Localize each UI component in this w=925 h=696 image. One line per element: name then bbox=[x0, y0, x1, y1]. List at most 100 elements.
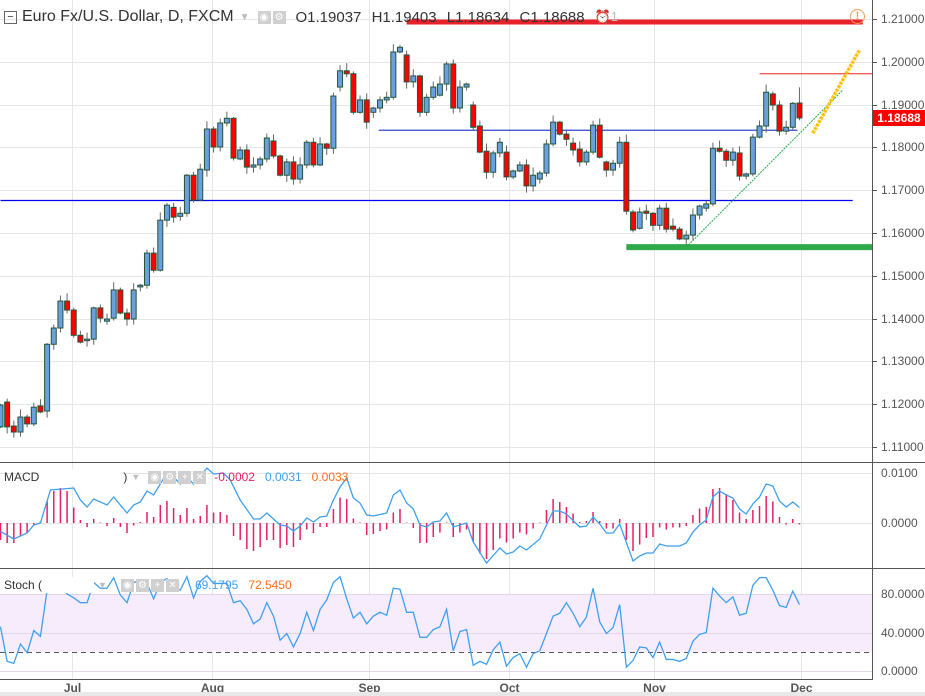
bottom-scrollbar[interactable] bbox=[0, 692, 925, 696]
candle-up bbox=[130, 289, 137, 320]
candle-down bbox=[170, 206, 177, 218]
candle-up bbox=[183, 174, 190, 214]
time-tick-label: Jul bbox=[63, 681, 82, 695]
candles bbox=[0, 44, 803, 438]
gear-icon[interactable]: ⚙ bbox=[163, 470, 177, 484]
time-tick-label: Sep bbox=[358, 681, 381, 695]
candle-up bbox=[237, 149, 244, 160]
candle-down bbox=[117, 289, 124, 314]
candle-up bbox=[137, 284, 144, 288]
dropdown-icon[interactable]: ▼ bbox=[239, 11, 250, 23]
price-tick-label: 1.12000 bbox=[881, 396, 925, 411]
candle-down bbox=[523, 164, 530, 187]
last-price-tag: 1.18688 bbox=[873, 110, 925, 126]
macd-line-value: 0.0031 bbox=[264, 470, 302, 484]
macd-tick-label: 0.0000 bbox=[881, 515, 918, 530]
candle-up bbox=[257, 158, 264, 166]
time-tick-label: Aug bbox=[200, 681, 225, 695]
main-legend: − Euro Fx/U.S. Dollar, D, FXCM ▼ ◉ ⚙ O1.… bbox=[4, 8, 618, 26]
candle-down bbox=[70, 309, 77, 336]
candle-up bbox=[104, 318, 111, 322]
candle-up bbox=[610, 162, 617, 171]
candle-up bbox=[490, 152, 497, 173]
candle-down bbox=[10, 425, 17, 433]
candle-down bbox=[230, 117, 237, 159]
dropdown-icon[interactable]: ▼ bbox=[98, 580, 107, 590]
candle-up bbox=[756, 125, 763, 138]
eye-icon[interactable]: ◉ bbox=[120, 578, 134, 592]
plus-icon[interactable]: + bbox=[178, 470, 192, 484]
price-tick-label: 1.13000 bbox=[881, 353, 925, 368]
candle-up bbox=[30, 406, 37, 425]
candle-up bbox=[456, 86, 463, 109]
candle-up bbox=[250, 164, 257, 168]
price-tick-label: 1.21000 bbox=[881, 11, 925, 26]
candle-up bbox=[689, 214, 696, 236]
candle-up bbox=[330, 95, 337, 149]
candle-up bbox=[436, 83, 443, 96]
candle-down bbox=[736, 152, 743, 177]
macd-label[interactable]: MACD bbox=[4, 470, 40, 484]
macd-tick-label: 0.0100 bbox=[881, 465, 918, 480]
gear-icon[interactable]: ⚙ bbox=[135, 578, 149, 592]
alarm-count: 1 bbox=[610, 9, 619, 24]
candle-up bbox=[217, 122, 224, 148]
stoch-d-value: 72.5450 bbox=[248, 578, 292, 592]
candle-up bbox=[17, 416, 24, 433]
stoch-params-mask bbox=[42, 577, 95, 593]
stoch-tick-label: 80.0000 bbox=[881, 586, 925, 601]
candle-down bbox=[669, 225, 676, 230]
stoch-label[interactable]: Stoch ( bbox=[4, 578, 43, 592]
eye-icon[interactable]: ◉ bbox=[148, 470, 162, 484]
candle-up bbox=[297, 164, 304, 180]
candle-up bbox=[396, 46, 403, 53]
alarm-icon[interactable]: ⏰1 bbox=[594, 9, 619, 24]
candle-down bbox=[64, 300, 71, 311]
candle-up bbox=[157, 219, 164, 271]
candle-up bbox=[337, 70, 344, 88]
warning-icon[interactable]: ! bbox=[850, 9, 865, 24]
candle-up bbox=[530, 174, 537, 187]
candle-down bbox=[503, 151, 510, 178]
drawings-over[interactable] bbox=[406, 19, 863, 248]
candle-down bbox=[563, 133, 570, 140]
candle-down bbox=[576, 148, 583, 163]
candle-down bbox=[643, 210, 650, 214]
gear-icon[interactable]: ⚙ bbox=[272, 10, 286, 24]
candle-up bbox=[44, 343, 51, 412]
stoch-k-value: 69.1795 bbox=[194, 578, 239, 592]
eye-icon[interactable]: ◉ bbox=[257, 10, 271, 24]
close-icon[interactable]: ✕ bbox=[165, 578, 179, 592]
candle-down bbox=[623, 141, 630, 212]
candle-up bbox=[703, 203, 710, 209]
close-value: C1.18688 bbox=[519, 8, 585, 26]
symbol-title[interactable]: Euro Fx/U.S. Dollar, D, FXCM bbox=[22, 8, 234, 25]
candle-down bbox=[363, 99, 370, 123]
candle-down bbox=[716, 147, 723, 152]
dropdown-icon[interactable]: ▼ bbox=[131, 472, 141, 482]
low-value: L1.18634 bbox=[446, 8, 510, 26]
price-tick-label: 1.14000 bbox=[881, 311, 925, 326]
candle-up bbox=[357, 99, 364, 113]
candle-up bbox=[516, 164, 523, 172]
pane-frame bbox=[0, 0, 925, 680]
trend-line-green[interactable] bbox=[685, 89, 844, 248]
candle-up bbox=[443, 63, 450, 85]
candle-up bbox=[749, 136, 756, 175]
candle-down bbox=[470, 104, 477, 128]
candle-up bbox=[263, 137, 270, 160]
plus-icon[interactable]: + bbox=[150, 578, 164, 592]
candle-down bbox=[290, 161, 297, 180]
candle-up bbox=[50, 327, 57, 345]
stoch-band bbox=[0, 594, 872, 652]
macd-line bbox=[0, 467, 800, 565]
close-icon[interactable]: ✕ bbox=[193, 470, 207, 484]
candle-down bbox=[630, 211, 637, 231]
candle-up bbox=[636, 211, 643, 229]
candle-down bbox=[270, 140, 277, 157]
candle-down bbox=[649, 212, 656, 226]
candle-down bbox=[243, 149, 250, 168]
price-tick-label: 1.16000 bbox=[881, 225, 925, 240]
collapse-icon[interactable]: − bbox=[4, 10, 17, 24]
